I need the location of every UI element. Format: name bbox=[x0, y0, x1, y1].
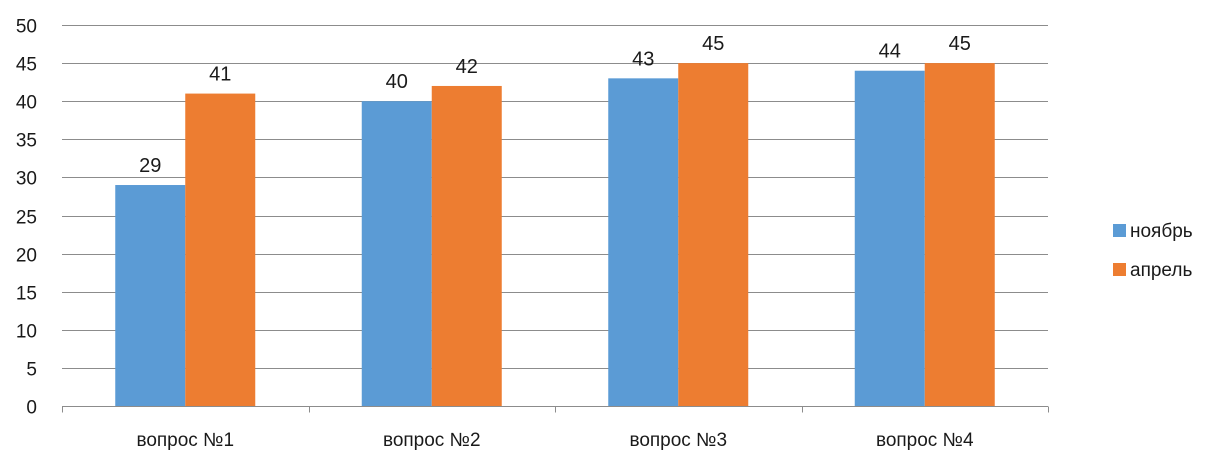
y-tick-label: 5 bbox=[26, 360, 37, 381]
data-label: 43 bbox=[632, 48, 654, 70]
data-label: 40 bbox=[386, 71, 408, 93]
data-label: 45 bbox=[949, 33, 971, 55]
y-tick-label: 10 bbox=[16, 322, 37, 343]
y-tick-label: 20 bbox=[16, 246, 37, 267]
legend-swatch bbox=[1113, 263, 1126, 276]
data-label: 29 bbox=[139, 155, 161, 177]
x-tick-label: вопрос №4 bbox=[876, 430, 974, 451]
y-tick-label: 45 bbox=[16, 55, 37, 76]
axes bbox=[62, 406, 1049, 413]
y-tick-label: 25 bbox=[16, 208, 37, 229]
legend-swatch bbox=[1113, 224, 1126, 237]
legend-label: апрель bbox=[1130, 260, 1192, 281]
bar-ноябрь bbox=[854, 70, 925, 406]
y-tick-label: 40 bbox=[16, 93, 37, 114]
bar-ноябрь bbox=[608, 78, 679, 406]
x-tick-label: вопрос №3 bbox=[629, 430, 727, 451]
bar-апрель bbox=[678, 63, 749, 406]
bar-ноябрь bbox=[361, 101, 432, 406]
x-tick-label: вопрос №2 bbox=[383, 430, 481, 451]
y-tick-label: 50 bbox=[16, 17, 37, 38]
data-label: 45 bbox=[702, 33, 724, 55]
legend: ноябрь апрель bbox=[1113, 221, 1193, 281]
bar-ноябрь bbox=[115, 185, 186, 406]
bar-апрель bbox=[185, 93, 256, 406]
data-label: 42 bbox=[456, 56, 478, 78]
y-tick-label: 0 bbox=[26, 398, 37, 419]
bars bbox=[115, 63, 995, 407]
data-label: 44 bbox=[879, 41, 901, 63]
bar-апрель bbox=[924, 63, 995, 406]
data-label: 41 bbox=[209, 64, 231, 86]
legend-label: ноябрь bbox=[1130, 221, 1193, 242]
labels: 0 5 10 15 20 25 30 35 40 45 50 29 41 вопрос №1 40 42 воп… bbox=[16, 17, 974, 452]
bar-апрель bbox=[431, 85, 502, 407]
y-tick-label: 35 bbox=[16, 131, 37, 152]
x-tick-label: вопрос №1 bbox=[136, 430, 234, 451]
y-tick-label: 15 bbox=[16, 284, 37, 305]
y-tick-label: 30 bbox=[16, 169, 37, 190]
